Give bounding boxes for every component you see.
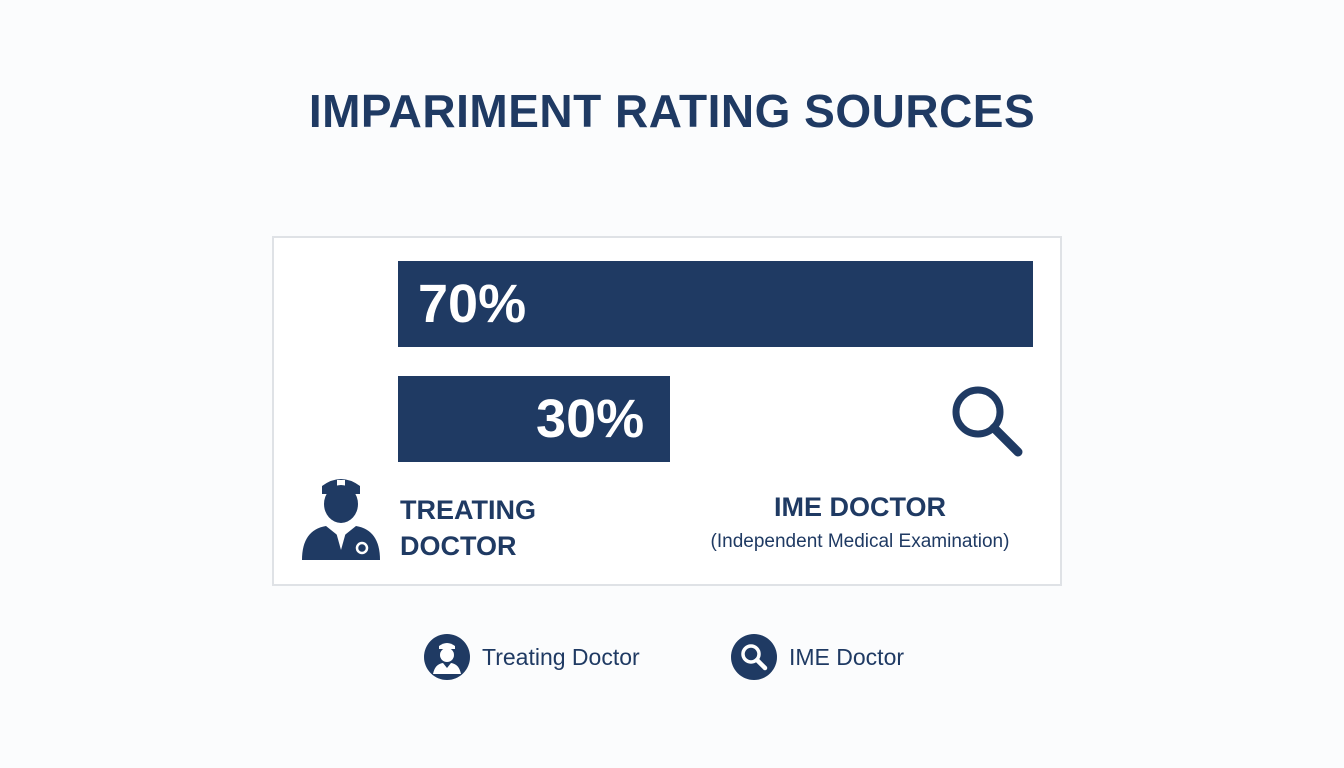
- value-label: 30%: [536, 389, 645, 449]
- legend-label: IME Doctor: [789, 644, 905, 670]
- doctor-icon: [302, 479, 380, 560]
- legend-label: Treating Doctor: [482, 644, 640, 670]
- legend-icon: [731, 634, 777, 680]
- chart-title: IMPARIMENT RATING SOURCES: [308, 85, 1036, 137]
- bar: [398, 261, 1033, 347]
- annotation: (Independent Medical Examination): [710, 531, 1010, 552]
- category-label: TREATING DOCTOR: [400, 495, 536, 561]
- bar: [398, 376, 671, 462]
- category-label: IME DOCTOR: [773, 492, 946, 522]
- magnifier-icon: [952, 386, 1023, 457]
- legend-icon: [424, 634, 470, 680]
- value-label: 70%: [418, 274, 527, 334]
